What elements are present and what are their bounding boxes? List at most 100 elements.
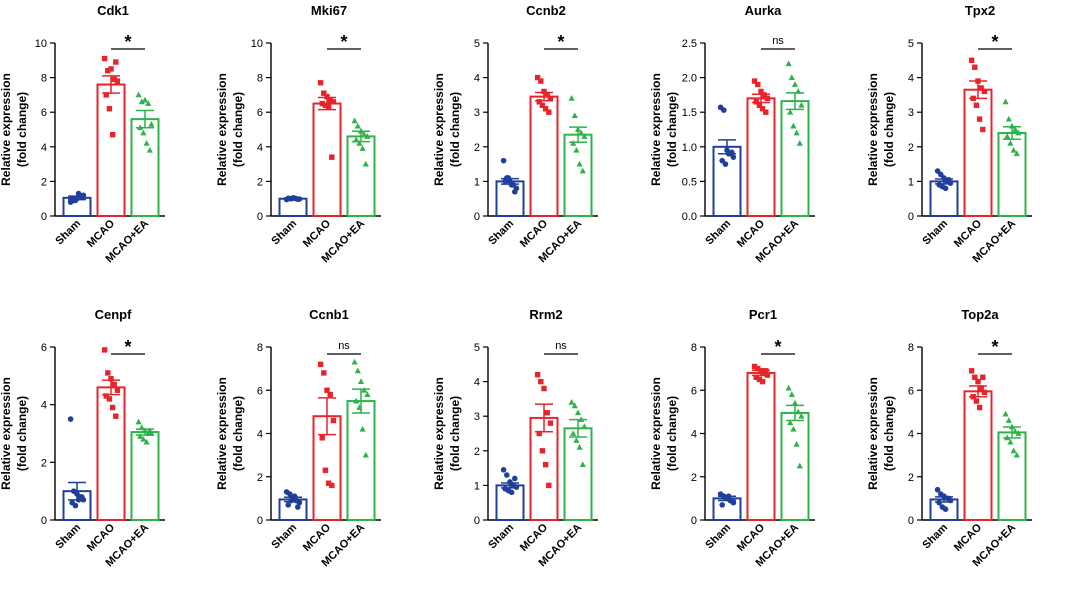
data-point-mcao-ea: [148, 430, 155, 436]
data-point-mcao-ea: [138, 98, 145, 105]
chart-title: Tpx2: [965, 3, 995, 18]
data-point-mcao-ea: [1010, 146, 1017, 153]
data-point-mcao: [106, 106, 113, 112]
x-tick-label: Sham: [53, 521, 83, 551]
data-point-mcao-ea: [143, 438, 150, 445]
x-tick-label: MCAO: [518, 521, 551, 554]
data-point-mcao-ea: [1002, 98, 1009, 105]
bar-mcao-ea: [346, 400, 376, 521]
significance-label: ns: [772, 35, 784, 47]
y-tick-label: 3: [474, 411, 480, 423]
significance-label: *: [124, 32, 131, 52]
y-tick-label: 8: [257, 73, 263, 85]
data-point-mcao: [975, 78, 981, 84]
x-tick-label: Sham: [269, 217, 299, 247]
data-point-sham: [725, 493, 732, 500]
data-point-mcao-ea: [138, 424, 145, 431]
x-tick-label: Sham: [486, 217, 516, 247]
y-tick-label: 4: [908, 73, 914, 85]
y-tick-label: 2: [908, 472, 914, 484]
x-tick-label: MCAO: [735, 521, 768, 554]
y-axis-label-line2: (fold change): [665, 396, 679, 471]
data-point-mcao: [534, 74, 541, 81]
data-point-sham: [288, 497, 295, 504]
data-point-mcao: [536, 430, 542, 437]
data-point-mcao: [970, 95, 976, 102]
data-point-sham: [508, 489, 515, 496]
y-axis-label-line1: Relative expression: [432, 73, 446, 186]
data-point-mcao: [547, 420, 554, 426]
y-tick-label: 5: [908, 38, 914, 50]
data-point-mcao-ea: [579, 167, 586, 174]
significance-label: *: [340, 32, 347, 52]
data-point-mcao: [753, 374, 759, 380]
data-point-mcao: [113, 59, 119, 65]
significance-label: *: [557, 32, 564, 52]
data-point-sham: [513, 484, 520, 490]
y-tick-label: 0.0: [682, 211, 697, 223]
significance-label: ns: [338, 340, 350, 352]
significance-label: ns: [555, 340, 567, 352]
data-point-mcao-ea: [574, 126, 582, 132]
data-point-mcao: [541, 385, 547, 392]
x-tick-label: Sham: [920, 521, 950, 551]
y-tick-label: 3: [908, 107, 914, 119]
bar-mcao: [746, 97, 776, 217]
chart-aurka: Aurka Relative expression (fold change) 0.0…: [649, 3, 815, 265]
y-tick-label: 2: [257, 176, 263, 188]
chart-title: Top2a: [961, 307, 999, 322]
x-tick-label: Sham: [703, 217, 733, 247]
data-point-mcao-ea: [795, 88, 802, 94]
chart-title: Aurka: [745, 3, 783, 18]
data-point-mcao-ea: [785, 384, 792, 391]
y-tick-label: 4: [474, 377, 480, 389]
data-point-mcao-ea: [353, 136, 360, 143]
y-tick-label: 2.0: [682, 73, 697, 85]
significance-label: *: [991, 32, 998, 52]
data-point-mcao-ea: [1007, 140, 1014, 146]
data-point-sham: [936, 499, 942, 506]
data-point-sham: [512, 475, 518, 482]
data-point-mcao: [101, 347, 108, 353]
data-point-mcao: [981, 88, 988, 95]
data-point-sham: [729, 149, 735, 156]
y-tick-label: 0: [41, 211, 47, 223]
data-point-mcao: [111, 381, 117, 388]
chart-title: Mki67: [311, 3, 347, 18]
data-point-mcao: [973, 398, 980, 404]
data-point-mcao: [329, 482, 335, 489]
data-point-mcao-ea: [364, 391, 371, 397]
data-point-mcao-ea: [787, 108, 794, 115]
data-point-mcao-ea: [140, 129, 147, 136]
bar-mcao: [312, 102, 342, 217]
data-point-mcao-ea: [796, 462, 803, 469]
chart-title: Cenpf: [95, 307, 133, 322]
data-point-mcao: [325, 104, 332, 110]
data-point-mcao: [539, 448, 546, 454]
data-point-mcao: [968, 368, 975, 374]
data-point-mcao-ea: [793, 441, 800, 447]
data-point-mcao: [546, 482, 552, 489]
data-point-mcao: [327, 97, 333, 103]
data-point-mcao-ea: [354, 367, 361, 374]
y-tick-label: 6: [691, 385, 697, 397]
y-axis-label-line1: Relative expression: [0, 377, 13, 490]
data-point-mcao-ea: [791, 399, 799, 406]
data-point-sham: [504, 472, 510, 478]
data-point-mcao-ea: [788, 391, 795, 397]
bar-mcao: [96, 83, 126, 217]
data-point-mcao: [972, 374, 978, 380]
y-axis-label-line2: (fold change): [15, 396, 29, 471]
data-point-sham: [500, 467, 507, 473]
x-tick-label: MCAO: [735, 217, 768, 250]
data-point-mcao-ea: [790, 425, 797, 432]
y-tick-label: 2: [908, 142, 914, 154]
data-point-mcao-ea: [353, 397, 360, 404]
data-point-mcao-ea: [1007, 438, 1014, 445]
data-point-mcao: [321, 370, 327, 376]
data-point-mcao-ea: [137, 433, 144, 439]
y-tick-label: 0: [474, 211, 480, 223]
data-point-mcao-ea: [579, 461, 586, 468]
data-point-mcao-ea: [1004, 434, 1011, 441]
